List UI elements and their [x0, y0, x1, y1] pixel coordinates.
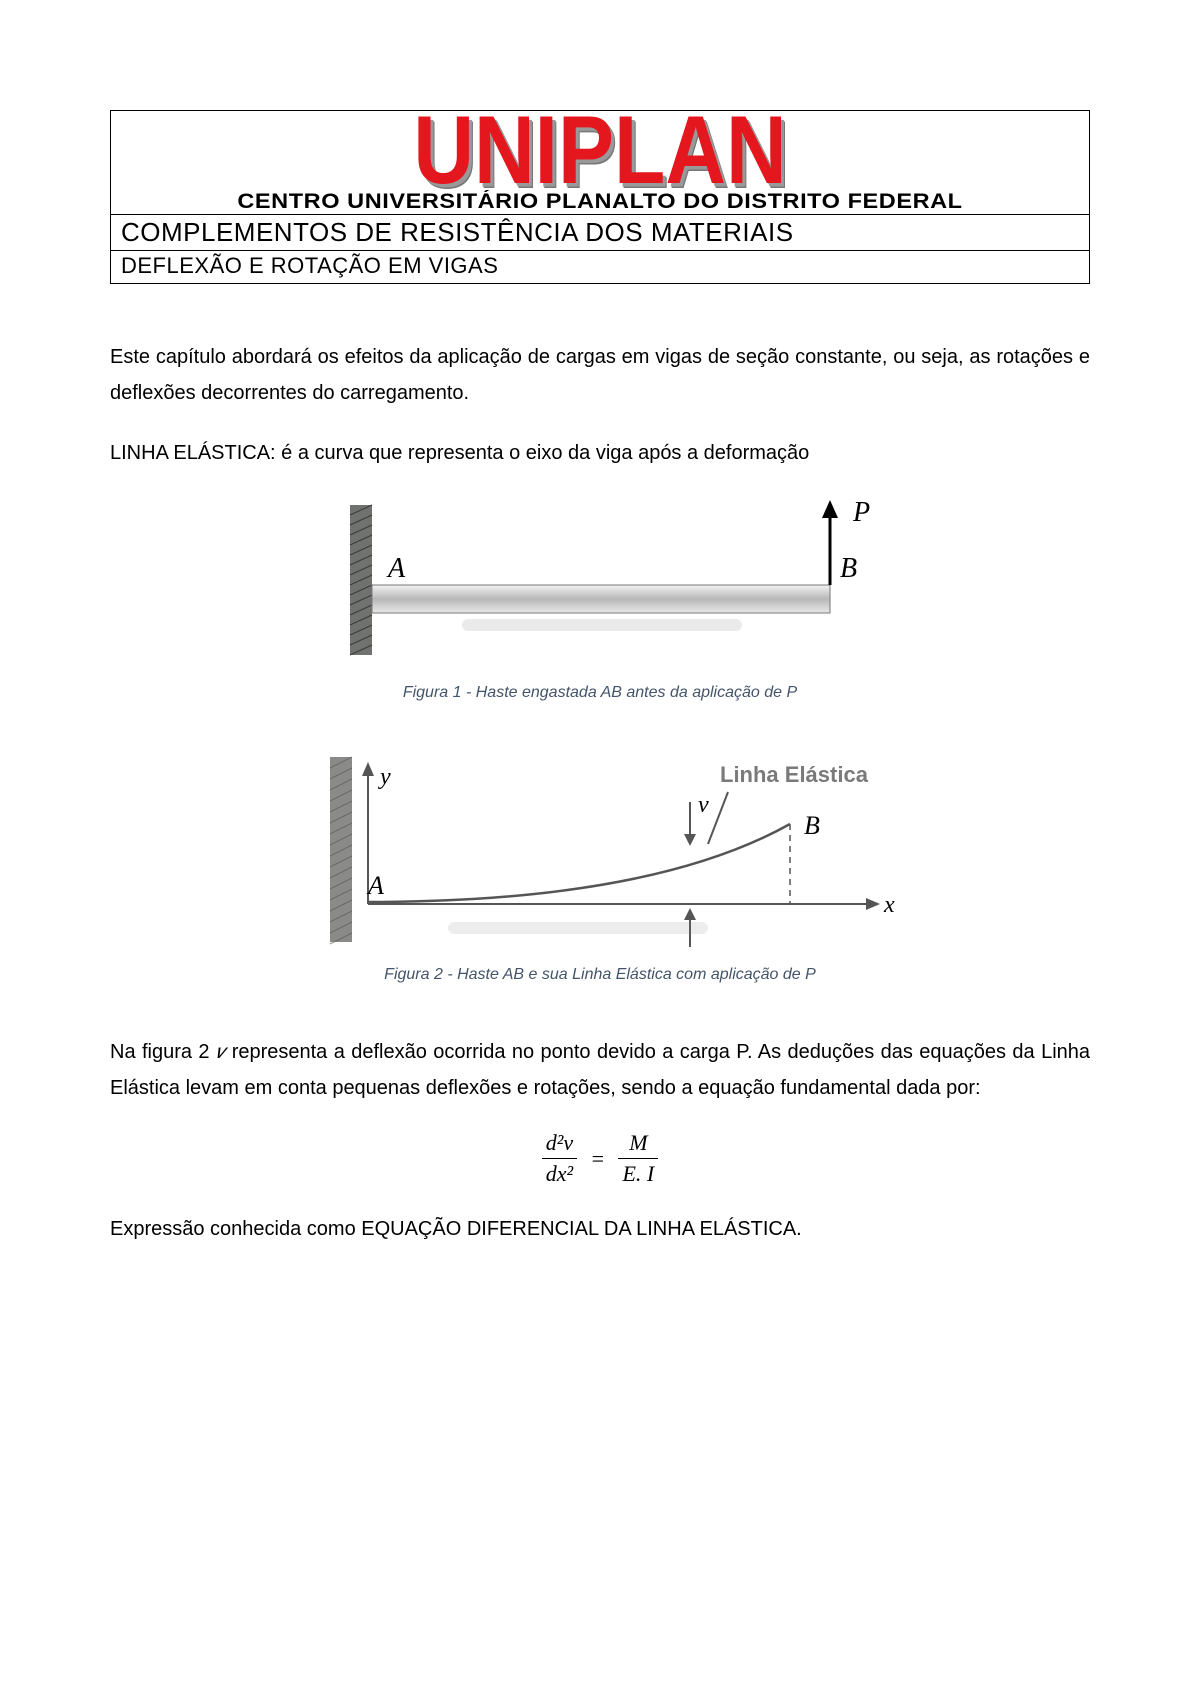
paragraph-deflection: Na figura 2 𝑣 representa a deflexão ocor… — [110, 1034, 1090, 1106]
p3-before: Na figura 2 — [110, 1041, 216, 1063]
topic-line: DEFLEXÃO E ROTAÇÃO EM VIGAS — [111, 250, 1089, 283]
svg-text:A: A — [366, 871, 384, 900]
svg-text:v: v — [698, 792, 709, 818]
paragraph-intro: Este capítulo abordará os efeitos da apl… — [110, 339, 1090, 411]
svg-text:Linha Elástica: Linha Elástica — [720, 762, 869, 787]
paragraph-eq-name: Expressão conhecida como EQUAÇÃO DIFEREN… — [110, 1211, 1090, 1247]
equation-elastic-line: d²v dx² = M E. I — [110, 1130, 1090, 1187]
svg-text:B: B — [840, 553, 857, 584]
logo-text: UNIPLAN — [413, 110, 786, 192]
eq-rhs-den: E. I — [618, 1159, 658, 1187]
header-box: UNIPLAN CENTRO UNIVERSITÁRIO PLANALTO DO… — [110, 110, 1090, 284]
eq-rhs-fraction: M E. I — [618, 1130, 658, 1187]
figure-2-caption: Figura 2 - Haste AB e sua Linha Elástica… — [110, 966, 1090, 984]
logo-subtitle: CENTRO UNIVERSITÁRIO PLANALTO DO DISTRIT… — [64, 190, 1137, 214]
svg-text:x: x — [883, 892, 895, 918]
eq-equals: = — [592, 1146, 604, 1171]
figure-2-beam-elastic-line: y x A Bv Linha Elástica — [290, 752, 910, 952]
course-line: COMPLEMENTOS DE RESISTÊNCIA DOS MATERIAI… — [111, 214, 1089, 250]
eq-lhs-num: d²v — [542, 1130, 577, 1159]
figure-1-beam-before: A BP — [310, 495, 890, 670]
logo-row: UNIPLAN CENTRO UNIVERSITÁRIO PLANALTO DO… — [111, 111, 1089, 214]
paragraph-linha-elastica-def: LINHA ELÁSTICA: é a curva que representa… — [110, 435, 1090, 471]
figure-1-caption: Figura 1 - Haste engastada AB antes da a… — [110, 684, 1090, 702]
svg-text:y: y — [378, 764, 391, 790]
svg-text:B: B — [804, 811, 820, 840]
p3-after: representa a deflexão ocorrida no ponto … — [110, 1041, 1090, 1099]
document-page: UNIPLAN CENTRO UNIVERSITÁRIO PLANALTO DO… — [0, 0, 1200, 1351]
eq-lhs-fraction: d²v dx² — [542, 1130, 577, 1187]
p3-nu-symbol: 𝑣 — [216, 1041, 225, 1063]
eq-rhs-num: M — [618, 1130, 658, 1159]
svg-text:P: P — [852, 497, 870, 528]
eq-lhs-den: dx² — [542, 1159, 577, 1187]
svg-text:A: A — [386, 553, 406, 584]
